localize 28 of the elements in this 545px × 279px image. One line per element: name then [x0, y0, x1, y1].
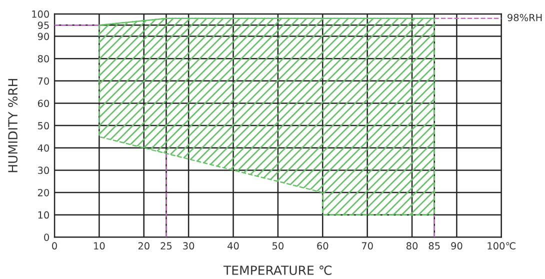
y-tick-label: 100: [32, 10, 49, 18]
x-tick-label: 85: [428, 242, 440, 250]
x-tick-label: 0: [52, 242, 57, 250]
x-tick-label: 90: [451, 242, 462, 250]
x-tick-label: 30: [183, 242, 194, 250]
x-tick-label: 50: [272, 242, 284, 250]
y-tick-label: 20: [38, 188, 49, 196]
y-tick-label: 0: [44, 234, 49, 241]
y-tick-label: 60: [38, 100, 49, 108]
x-axis-title: TEMPERATURE ℃: [223, 266, 332, 275]
x-tick-label: 40: [228, 242, 239, 250]
y-tick-label: 50: [38, 122, 49, 130]
y-tick-label: 70: [38, 77, 49, 85]
y-tick-label: 10: [38, 211, 49, 219]
y-tick-label: 40: [38, 144, 49, 152]
x-tick-label: 100℃: [488, 242, 516, 250]
y-tick-label: 30: [38, 166, 49, 174]
y-tick-label: 90: [38, 32, 49, 40]
x-tick-label: 10: [94, 242, 105, 250]
ref-line-label: 98%RH: [508, 14, 542, 22]
y-axis-title: HUMIDITY %RH: [8, 79, 18, 172]
y-tick-label: 95: [38, 22, 49, 29]
y-tick-label: 80: [38, 55, 49, 62]
x-tick-label: 20: [138, 242, 150, 250]
x-tick-label: 80: [406, 242, 418, 250]
x-tick-label: 70: [362, 242, 373, 250]
x-tick-label: 25: [160, 242, 172, 250]
x-tick-label: 60: [317, 242, 328, 250]
